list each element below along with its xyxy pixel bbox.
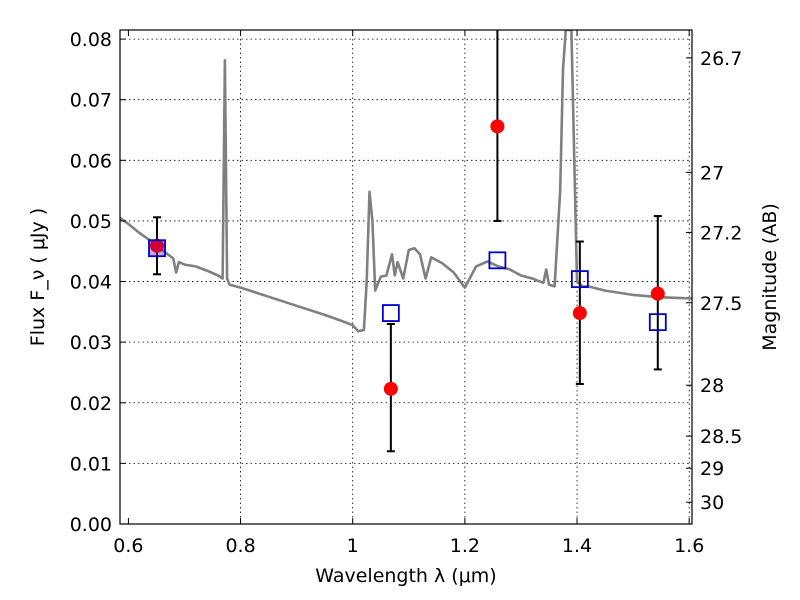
y-tick-label: 0.04 <box>70 272 112 294</box>
y-axis-label-right: Magnitude (AB) <box>759 203 781 351</box>
model-photometry-square <box>148 239 166 258</box>
observed-point <box>650 286 665 301</box>
plot-area <box>120 30 692 453</box>
y-tick-label: 0.01 <box>70 453 112 475</box>
right-tick-label: 27.5 <box>700 293 742 315</box>
x-tick-label: 1 <box>347 535 359 557</box>
y-tick-label: 0.00 <box>70 514 112 536</box>
observed-point <box>572 306 587 321</box>
y-tick-label: 0.06 <box>70 150 112 172</box>
x-tick-label: 1.2 <box>450 535 480 557</box>
model-photometry-square <box>648 313 667 332</box>
x-tick-label: 0.8 <box>225 535 255 557</box>
gridlines <box>120 30 692 524</box>
right-tick-label: 27.2 <box>700 222 742 244</box>
right-tick-label: 27 <box>700 162 724 184</box>
model-spectrum-line <box>120 30 692 333</box>
x-axis-title: Wavelength λ (μm) <box>315 565 496 587</box>
right-tick-label: 28 <box>700 375 724 397</box>
y-tick-label: 0.02 <box>70 393 112 415</box>
x-axis-label: Wavelength λ (μm) <box>315 565 496 587</box>
right-tick-label: 29 <box>700 458 724 480</box>
y-axis-label: Flux F_ν ( μJy ) <box>27 208 49 346</box>
model-photometry-square <box>488 251 507 270</box>
x-tick-label: 1.6 <box>674 535 704 557</box>
model-photometry-square <box>381 304 400 322</box>
model-photometry-square <box>570 270 589 289</box>
observed-point <box>490 119 505 134</box>
axis-ticks: 0.6 0.8 1 1.2 1.4 1.6 0.00 0.01 0.02 0.03 0.04 0.05… <box>70 29 743 557</box>
y-tick-label: 0.05 <box>70 211 112 233</box>
observed-point <box>150 238 165 253</box>
y-tick-label: 0.08 <box>70 29 112 51</box>
right-tick-label: 26.7 <box>700 48 742 70</box>
y-tick-label: 0.03 <box>70 332 112 354</box>
x-tick-label: 1.4 <box>562 535 592 557</box>
right-tick-label: 30 <box>700 492 724 514</box>
x-tick-label: 0.6 <box>113 535 143 557</box>
y-tick-label: 0.07 <box>70 90 112 112</box>
right-tick-label: 28.5 <box>700 426 742 448</box>
observed-point <box>383 381 398 396</box>
plot-frame <box>119 29 693 525</box>
